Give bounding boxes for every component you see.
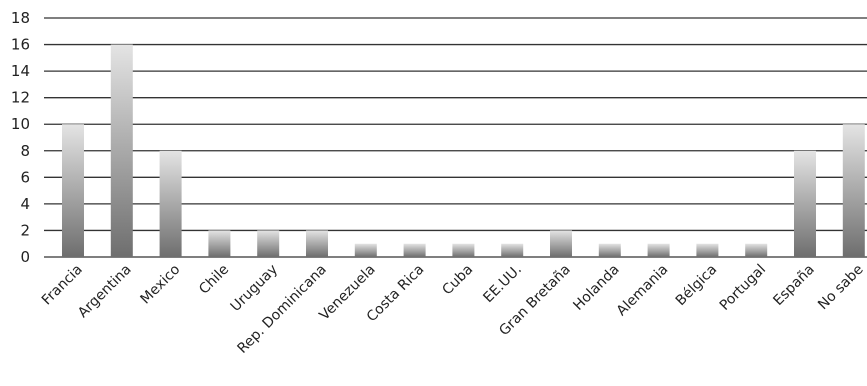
bar-b-lgica xyxy=(696,243,719,257)
x-tick-label: Chile xyxy=(196,262,232,298)
y-tick-label: 14 xyxy=(11,62,30,80)
y-tick-label: 2 xyxy=(20,221,30,239)
x-tick-label: Portugal xyxy=(717,262,769,314)
x-tick-label: Mexico xyxy=(138,262,184,308)
y-tick-label: 0 xyxy=(20,248,30,266)
bar-uruguay xyxy=(257,230,280,257)
bar-argentina xyxy=(110,44,133,257)
y-tick-label: 16 xyxy=(11,36,30,54)
bar-alemania xyxy=(647,243,670,257)
x-tick-label: Argentina xyxy=(75,262,135,322)
bar-ee-uu- xyxy=(501,243,524,257)
y-axis-ticks: 0 2 4 6 8 10 12 14 16 18 xyxy=(11,9,30,266)
x-tick-label: Francia xyxy=(39,262,86,309)
bar-no-sabe xyxy=(842,124,865,257)
bar-gran-breta-a xyxy=(550,230,572,257)
bar-venezuela xyxy=(354,243,377,257)
x-tick-label: Bélgica xyxy=(673,262,720,309)
y-tick-label: 6 xyxy=(20,168,30,186)
bar-espa-a xyxy=(794,150,816,257)
bar-mexico xyxy=(159,150,182,257)
x-tick-label: No sabe xyxy=(815,262,867,314)
x-tick-label: Alemania xyxy=(614,262,672,320)
x-tick-label: Rep. Dominicana xyxy=(234,262,329,357)
bars xyxy=(62,44,865,257)
y-tick-label: 18 xyxy=(11,9,30,27)
bar-holanda xyxy=(598,243,621,257)
bar-chile xyxy=(208,230,231,257)
bar-portugal xyxy=(745,243,768,257)
y-tick-label: 8 xyxy=(20,142,30,160)
y-tick-label: 10 xyxy=(11,115,30,133)
bar-costa-rica xyxy=(403,243,426,257)
x-tick-label: España xyxy=(770,262,817,309)
bar-rep-dominicana xyxy=(306,230,328,257)
x-tick-label: EE.UU. xyxy=(480,262,525,307)
y-tick-label: 12 xyxy=(11,89,30,107)
x-tick-label: Cuba xyxy=(439,262,476,299)
bar-cuba xyxy=(452,243,475,257)
y-tick-label: 4 xyxy=(20,195,30,213)
bar-francia xyxy=(62,124,84,257)
